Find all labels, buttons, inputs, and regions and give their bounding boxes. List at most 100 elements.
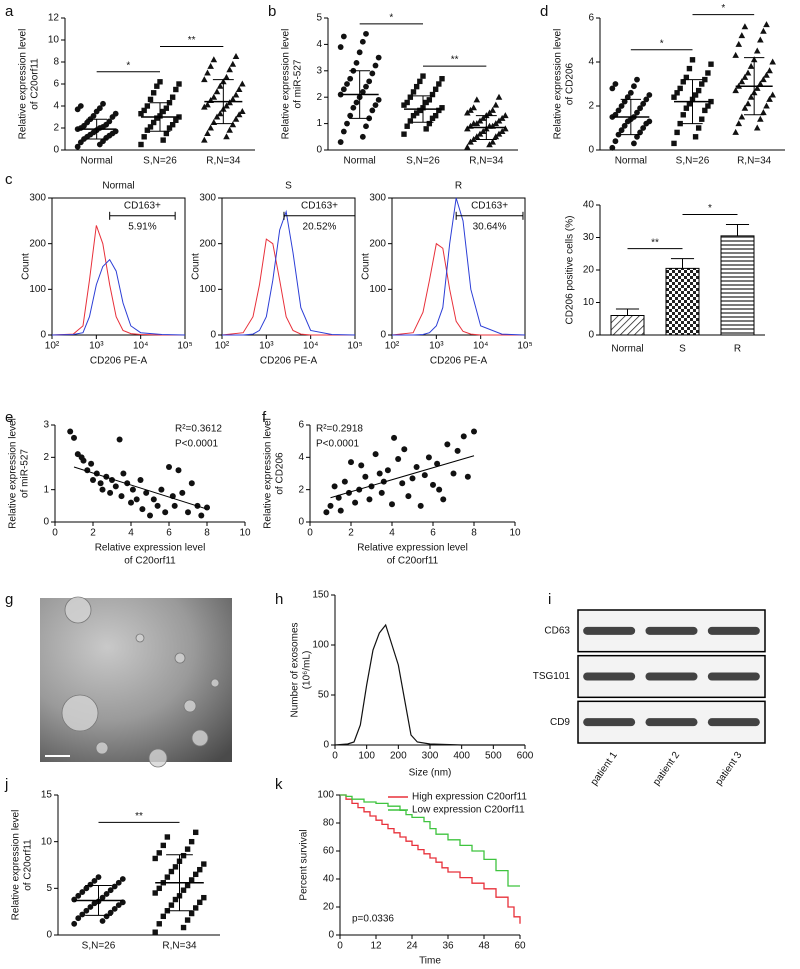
y-tick-label: 0 (46, 930, 52, 941)
point (467, 138, 474, 145)
point (705, 103, 711, 109)
point (348, 459, 354, 466)
y-tick-label: 0 (588, 330, 594, 341)
y-axis-label: CD206 positive cells (%) (565, 216, 576, 325)
point (372, 102, 379, 109)
y-tick-label: 6 (588, 13, 594, 24)
point (426, 120, 433, 127)
point (473, 96, 481, 103)
panel-letter: h (275, 591, 283, 608)
point (399, 480, 406, 487)
point (337, 507, 344, 514)
point (184, 846, 191, 852)
point (229, 121, 237, 128)
point (188, 910, 195, 917)
point (489, 138, 496, 145)
point (489, 106, 496, 113)
x-tick-label: 10 (239, 528, 251, 539)
point (197, 866, 203, 873)
x-tick-label: R,N=34 (162, 941, 197, 952)
point (417, 78, 423, 85)
point (683, 105, 690, 111)
x-tick-label: 10⁴ (133, 341, 148, 352)
y-tick-label: 5 (316, 13, 322, 24)
point (358, 462, 365, 469)
vesicle (61, 694, 99, 732)
x-tick-label: 8 (471, 528, 477, 539)
protein-label: CD9 (550, 717, 570, 728)
protein-label: TSG101 (533, 671, 571, 682)
blot-band (645, 718, 698, 727)
point (188, 877, 195, 883)
x-tick-label: 500 (485, 751, 502, 762)
point (141, 107, 147, 114)
y-tick-label: 150 (312, 590, 329, 601)
panel-letter: d (540, 3, 548, 20)
point (609, 85, 616, 92)
point (753, 84, 761, 91)
x-tick-label: 10² (45, 341, 60, 352)
point (235, 111, 243, 118)
point (486, 141, 493, 148)
significance-label: ** (651, 237, 659, 248)
point (327, 502, 334, 509)
point (226, 66, 233, 73)
point (150, 496, 157, 503)
point (99, 486, 106, 493)
point (640, 125, 647, 131)
point (634, 109, 640, 116)
point (450, 470, 457, 477)
point (166, 464, 172, 471)
point (323, 509, 330, 516)
point (129, 486, 136, 493)
sample-label: patient 1 (589, 750, 620, 788)
point (150, 119, 157, 126)
y-tick-label: 15 (41, 790, 53, 801)
point (207, 124, 214, 131)
y-axis-label: of miR-527 (293, 59, 304, 108)
point (732, 51, 739, 58)
point (708, 61, 714, 67)
point (763, 21, 770, 28)
point (226, 126, 233, 133)
point (99, 918, 106, 924)
x-tick-label: 400 (453, 751, 470, 762)
y-tick-label: 12 (48, 13, 60, 24)
x-tick-label: 10⁴ (303, 341, 318, 352)
y-tick-label: 20 (583, 265, 595, 276)
point (640, 100, 647, 107)
point (166, 125, 173, 131)
point (634, 76, 640, 83)
point (198, 512, 205, 519)
x-tick-label: 10⁵ (177, 341, 192, 352)
point (185, 509, 191, 516)
point (97, 480, 104, 487)
bar (665, 267, 700, 336)
point (677, 120, 683, 127)
point (369, 107, 376, 114)
point (77, 103, 84, 109)
blot-band (707, 626, 760, 635)
x-tick-label: 4 (389, 528, 395, 539)
point (407, 118, 414, 124)
x-tick-label: 60 (514, 941, 526, 952)
blot-band (707, 672, 760, 681)
point (689, 57, 696, 63)
point (232, 91, 240, 98)
point (223, 73, 230, 80)
point (769, 58, 776, 65)
point (75, 892, 82, 899)
protein-label: CD63 (544, 625, 570, 636)
x-tick-label: 24 (406, 941, 418, 952)
plot-frame (221, 197, 356, 336)
point (695, 125, 702, 131)
x-tick-label: 10⁵ (347, 341, 362, 352)
histogram-line (51, 225, 185, 336)
point (423, 126, 429, 132)
y-tick-label: 0 (53, 145, 59, 156)
point (439, 105, 445, 111)
point (223, 133, 230, 140)
x-axis-label: Relative expression level (357, 543, 468, 554)
point (753, 124, 761, 131)
point (405, 493, 412, 500)
